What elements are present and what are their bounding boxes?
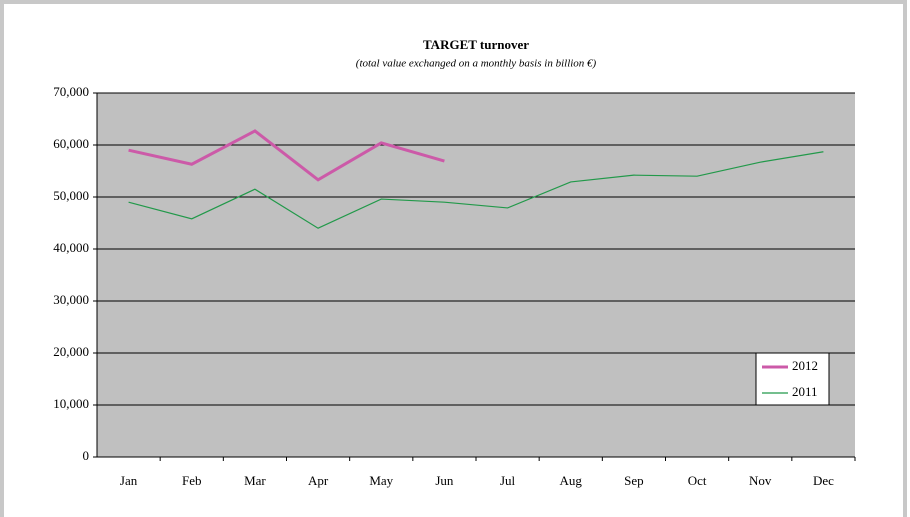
y-tick-label: 0: [83, 448, 90, 463]
y-tick-label: 70,000: [53, 84, 89, 99]
plot-area: [97, 93, 855, 457]
x-tick-label: Dec: [813, 473, 834, 488]
y-tick-label: 60,000: [53, 136, 89, 151]
y-tick-label: 30,000: [53, 292, 89, 307]
x-tick-label: Sep: [624, 473, 644, 488]
x-tick-label: Mar: [244, 473, 266, 488]
y-tick-label: 10,000: [53, 396, 89, 411]
x-tick-label: Aug: [560, 473, 583, 488]
x-tick-label: Jul: [500, 473, 516, 488]
legend-label: 2012: [792, 358, 818, 373]
x-tick-label: May: [369, 473, 393, 488]
x-tick-label: Jun: [435, 473, 454, 488]
series-line: [128, 129, 445, 182]
x-tick-label: Feb: [182, 473, 202, 488]
chart-title: TARGET turnover: [423, 37, 529, 52]
chart-subtitle: (total value exchanged on a monthly basi…: [356, 58, 597, 70]
x-tick-label: Nov: [749, 473, 772, 488]
x-tick-label: Oct: [688, 473, 707, 488]
x-tick-label: Jan: [120, 473, 138, 488]
legend-label: 2011: [792, 384, 818, 399]
y-tick-label: 20,000: [53, 344, 89, 359]
x-tick-label: Apr: [308, 473, 329, 488]
y-tick-label: 40,000: [53, 240, 89, 255]
y-tick-label: 50,000: [53, 188, 89, 203]
legend-box: [755, 352, 830, 406]
series-line: [128, 151, 824, 229]
